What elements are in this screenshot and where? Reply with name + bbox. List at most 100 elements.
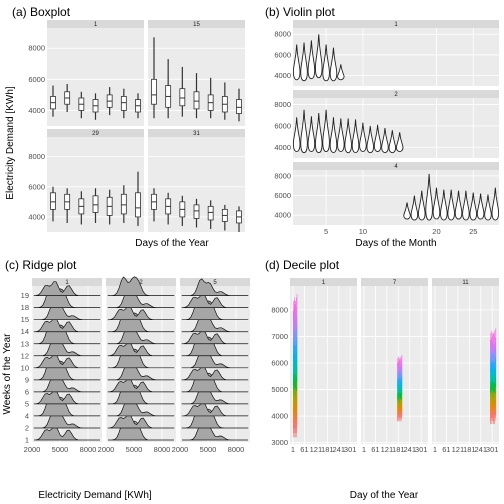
violin-shape [314, 112, 323, 154]
ridge-density [33, 374, 101, 393]
decile-xtick-label: 301 [415, 445, 428, 454]
decile-band [490, 348, 492, 358]
decile-band [491, 351, 493, 362]
decile-band [493, 391, 494, 402]
decile-band [296, 337, 298, 352]
decile-band [399, 384, 401, 391]
violin-shape [388, 130, 397, 154]
chart-layer: 1400060008000152940006000800031140006000… [21, 20, 500, 454]
decile-band [491, 413, 493, 425]
decile-band [494, 351, 496, 362]
decile-band [494, 407, 495, 416]
violin-shape [322, 109, 330, 153]
decile-band [494, 360, 495, 369]
decile-band [494, 403, 496, 414]
decile-band [296, 366, 298, 381]
decile-band [493, 335, 495, 345]
ridge-ytick-label: 19 [21, 291, 29, 300]
decile-band [296, 293, 298, 309]
ridge-ylabel: Weeks of the Year [2, 333, 13, 415]
decile-band [492, 406, 494, 416]
decile-band [492, 342, 494, 352]
decile-band [491, 389, 492, 399]
decile-band [401, 388, 403, 396]
violin-shape [292, 44, 301, 81]
decile-xtick-label: 181 [392, 445, 405, 454]
decile-band [296, 380, 298, 396]
decile-xtick-label: 61 [371, 445, 379, 454]
decile-band [495, 328, 497, 339]
boxplot-panel-1-strip [47, 20, 144, 28]
decile-band [490, 409, 492, 419]
boxplot-title: (a) Boxplot [12, 5, 71, 19]
boxplot-box [120, 193, 127, 215]
ridge-panel-5-strip [180, 278, 250, 286]
decile-band [495, 392, 496, 402]
violin-shape [403, 202, 411, 220]
decile-band [490, 382, 492, 392]
boxplot-panel-31-strip [148, 129, 245, 137]
decile-band [293, 300, 294, 316]
decile-band [491, 386, 493, 395]
boxplot-panel-31-strip-label: 31 [193, 131, 200, 137]
decile-xtick-label: 121 [452, 445, 465, 454]
violin-ytick-label: 4000 [274, 71, 291, 80]
decile-band [492, 415, 494, 425]
ridge-xtick-label: 2000 [172, 445, 189, 454]
decile-xtick-label: 301 [344, 445, 357, 454]
decile-band [492, 353, 494, 363]
boxplot-panel-29-strip [47, 129, 144, 137]
decile-band [495, 376, 496, 385]
ridge-xtick-label: 8000 [228, 445, 245, 454]
decile-band [491, 359, 493, 369]
ridge-density [33, 302, 101, 321]
decile-band [490, 349, 491, 359]
decile-band [399, 378, 401, 385]
ridge-panel-2-strip-label: 2 [139, 280, 143, 286]
ridge-density [181, 329, 249, 345]
decile-band [398, 356, 399, 364]
boxplot-panel-1-strip-label: 1 [94, 22, 98, 28]
violin-shape [484, 194, 492, 221]
boxplot-box [236, 99, 242, 114]
decile-band [399, 372, 401, 379]
boxplot-panel-15-strip-label: 15 [193, 22, 200, 28]
boxplot-box [179, 88, 186, 107]
decile-band [401, 381, 403, 389]
decile-band [399, 366, 401, 373]
ridge-ytick-label: 5 [25, 399, 29, 408]
decile-band [491, 372, 493, 383]
decile-band [491, 398, 492, 407]
decile-band [494, 402, 496, 412]
boxplot-panel-29-strip-label: 29 [92, 131, 99, 137]
ridge-density [33, 389, 101, 405]
ridge-density [33, 353, 101, 369]
decile-band [494, 372, 496, 383]
violin-shape [337, 118, 345, 153]
boxplot-ytick-label: 8000 [28, 152, 45, 161]
ridge-density [107, 341, 175, 357]
decile-band [494, 374, 496, 385]
violin-shape [462, 190, 470, 221]
violin-shape [410, 195, 419, 221]
decile-xtick-label: 1 [291, 445, 295, 454]
decile-band [491, 382, 493, 393]
decile-band [490, 342, 492, 353]
decile-band [492, 379, 494, 389]
decile-band [492, 353, 493, 364]
decile-ytick-label: 4000 [271, 412, 288, 421]
decile-band [492, 363, 493, 373]
violin-title: (b) Violin plot [265, 5, 335, 19]
violin-ytick-label: 6000 [274, 121, 291, 130]
decile-band [492, 390, 493, 400]
decile-panel-7-background [361, 286, 428, 444]
violin-shape [337, 64, 345, 81]
decile-band [495, 376, 497, 387]
violin-panel-4-strip [293, 162, 499, 170]
decile-panel-7-strip [361, 278, 428, 286]
decile-band [294, 300, 296, 315]
ridge-density [107, 326, 175, 345]
decile-band [491, 341, 493, 352]
ridge-density [33, 338, 101, 357]
boxplot-box [135, 192, 141, 218]
